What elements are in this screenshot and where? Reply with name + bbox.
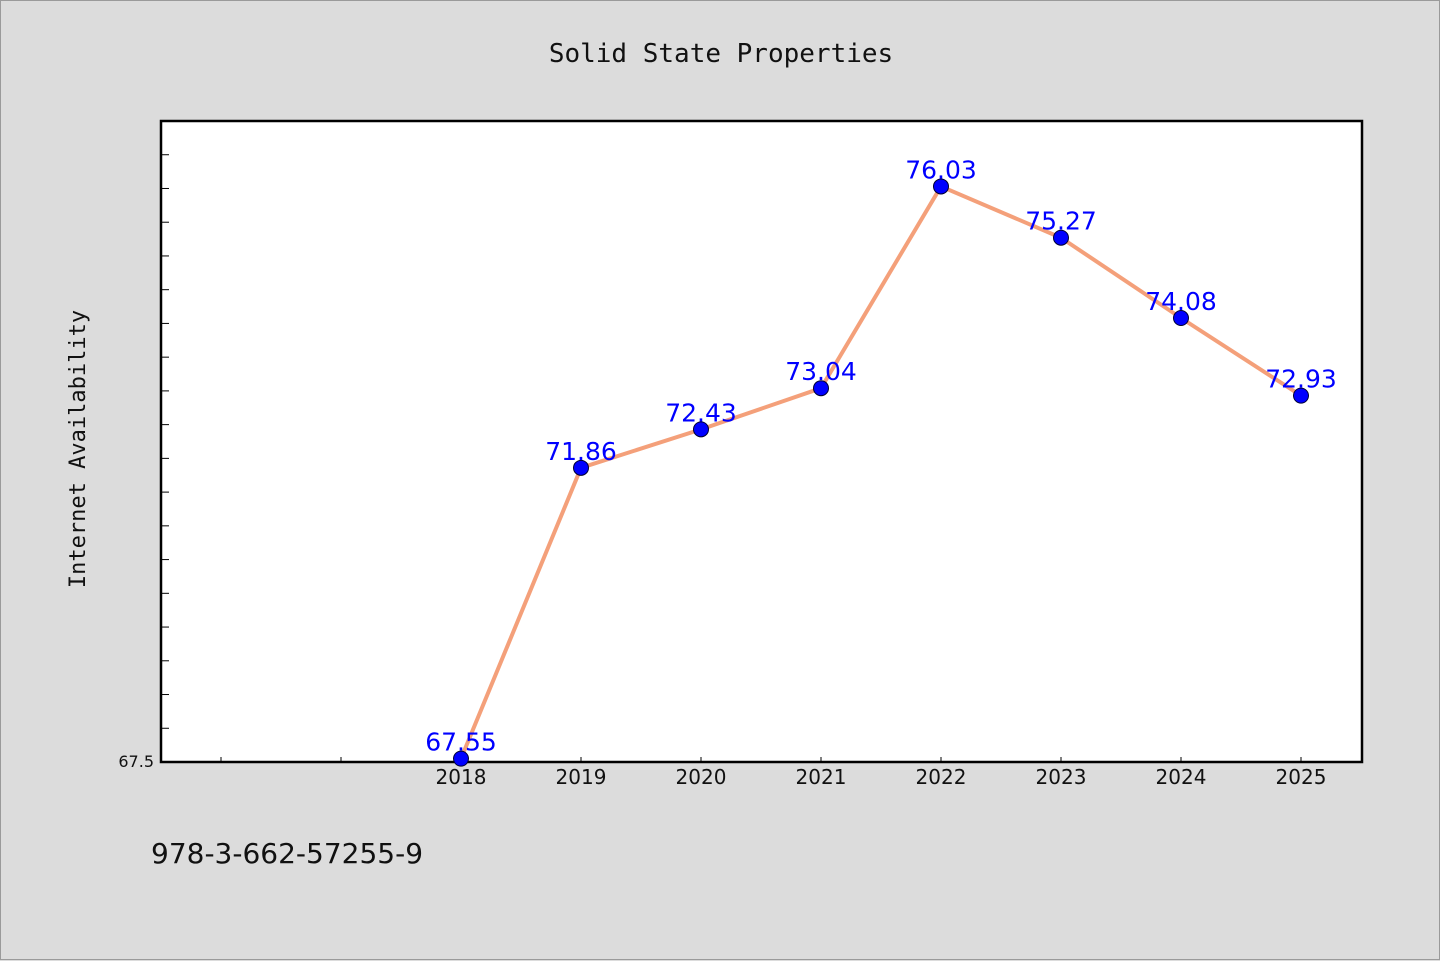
data-label: 72.43: [665, 398, 737, 427]
x-tick-label: 2022: [916, 765, 967, 789]
y-axis-label: Internet Availability: [66, 310, 91, 588]
data-point: [693, 421, 709, 438]
x-tick-label: 2023: [1036, 765, 1087, 789]
data-point: [453, 750, 469, 767]
x-tick-label: 2021: [796, 765, 847, 789]
data-point: [1293, 387, 1309, 404]
data-label: 71.86: [545, 437, 617, 466]
data-point: [1173, 310, 1189, 327]
data-label: 75.27: [1025, 207, 1097, 236]
x-tick-label: 2020: [676, 765, 727, 789]
data-label: 72.93: [1265, 365, 1337, 394]
data-point: [1053, 229, 1069, 246]
x-tick-label: 2019: [556, 765, 607, 789]
series-line: [459, 184, 1303, 760]
x-tick-label: 2025: [1276, 765, 1327, 789]
data-label: 67.55: [425, 728, 497, 757]
isbn-footer: 978-3-662-57255-9: [151, 837, 423, 870]
chart-title: Solid State Properties: [549, 39, 893, 69]
data-point: [813, 380, 829, 397]
data-point: [573, 459, 589, 476]
data-point: [933, 178, 949, 195]
data-label: 76.03: [905, 155, 977, 184]
y-axis-ticks: [161, 120, 169, 763]
x-tick-label: 2024: [1156, 765, 1207, 789]
x-tick-label: 2018: [436, 765, 487, 789]
y-tick-label: 67.5: [118, 752, 154, 771]
series-layer: 67.55 71.86 72.43 73.04 76.03 75.27 74.08 72.93: [425, 155, 1337, 767]
plot-area: [159, 119, 1364, 764]
data-label: 73.04: [785, 357, 857, 386]
data-label: 74.08: [1145, 287, 1217, 316]
